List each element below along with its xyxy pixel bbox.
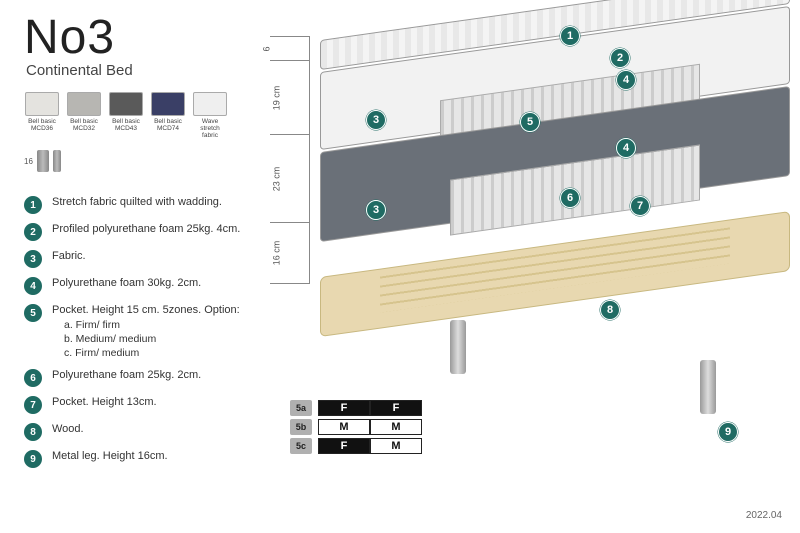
legend-number-badge: 2 <box>24 223 42 241</box>
diagram-callout: 9 <box>718 422 738 442</box>
legend-number-badge: 6 <box>24 369 42 387</box>
legend-item: 3 Fabric. <box>24 249 284 268</box>
fabric-swatch: Bell basicMCD43 <box>108 92 144 139</box>
legend-item: 8 Wood. <box>24 422 284 441</box>
legend-text: Fabric. <box>52 249 86 264</box>
swatch-label: Bell basicMCD36 <box>28 118 56 132</box>
fabric-swatch: Bell basicMCD32 <box>66 92 102 139</box>
product-type-subtitle: Continental Bed <box>26 62 133 79</box>
firmness-option-row: 5b MM <box>290 419 422 435</box>
firmness-cell-left: M <box>318 419 370 435</box>
legend-number-badge: 8 <box>24 423 42 441</box>
firmness-option-table: 5aFF5bMM5cFM <box>290 400 422 457</box>
legend-subitem: c. Firm/ medium <box>52 346 240 360</box>
diagram-callout: 2 <box>610 48 630 68</box>
diagram-callout: 4 <box>616 70 636 90</box>
dimension-label: 19 cm <box>271 85 281 110</box>
swatch-color <box>151 92 185 116</box>
firmness-cell-right: F <box>370 400 422 416</box>
legend-item: 2 Profiled polyurethane foam 25kg. 4cm. <box>24 222 284 241</box>
leg-option-swatch: 16 <box>24 150 61 172</box>
firmness-cell-left: F <box>318 438 370 454</box>
product-model-title: No3 <box>24 10 115 65</box>
diagram-callout: 7 <box>630 196 650 216</box>
legend-subitem: a. Firm/ firm <box>52 318 240 332</box>
diagram-callout: 1 <box>560 26 580 46</box>
swatch-color <box>67 92 101 116</box>
fabric-swatch-row: Bell basicMCD36 Bell basicMCD32 Bell basic… <box>24 92 228 139</box>
dimension-segment: 23 cm <box>270 134 310 222</box>
legend-subitem: b. Medium/ medium <box>52 332 240 346</box>
legend-text: Pocket. Height 13cm. <box>52 395 157 410</box>
firmness-cell-right: M <box>370 419 422 435</box>
firmness-code-badge: 5a <box>290 400 312 416</box>
legend-number-badge: 1 <box>24 196 42 214</box>
dimension-label: 23 cm <box>271 166 281 191</box>
legend-item: 7 Pocket. Height 13cm. <box>24 395 284 414</box>
firmness-cells: FM <box>318 438 422 454</box>
legend-item: 9 Metal leg. Height 16cm. <box>24 449 284 468</box>
legend-number-badge: 4 <box>24 277 42 295</box>
date-stamp: 2022.04 <box>746 510 782 521</box>
firmness-option-row: 5c FM <box>290 438 422 454</box>
legend-text: Polyurethane foam 25kg. 2cm. <box>52 368 201 383</box>
diagram-callout: 3 <box>366 200 386 220</box>
diagram-callout: 5 <box>520 112 540 132</box>
fabric-swatch: Bell basicMCD36 <box>24 92 60 139</box>
legend-item: 5 Pocket. Height 15 cm. 5zones. Option:a.… <box>24 303 284 360</box>
firmness-cell-left: F <box>318 400 370 416</box>
firmness-code-badge: 5c <box>290 438 312 454</box>
swatch-label: Wavestretch fabric <box>192 118 228 139</box>
fabric-swatch: Bell basicMCD74 <box>150 92 186 139</box>
legend-text: Profiled polyurethane foam 25kg. 4cm. <box>52 222 240 237</box>
dimension-label: 6 <box>262 46 272 51</box>
legend-item: 1 Stretch fabric quilted with wadding. <box>24 195 284 214</box>
legend-item: 6 Polyurethane foam 25kg. 2cm. <box>24 368 284 387</box>
leg-icon <box>37 150 49 172</box>
legend-text: Stretch fabric quilted with wadding. <box>52 195 222 210</box>
swatch-label: Bell basicMCD32 <box>70 118 98 132</box>
legend-number-badge: 3 <box>24 250 42 268</box>
swatch-color <box>25 92 59 116</box>
legend-number-badge: 7 <box>24 396 42 414</box>
legend-text: Wood. <box>52 422 84 437</box>
dimension-segment: 19 cm <box>270 60 310 134</box>
diagram-callout: 6 <box>560 188 580 208</box>
firmness-cells: FF <box>318 400 422 416</box>
firmness-cell-right: M <box>370 438 422 454</box>
legend-text: Pocket. Height 15 cm. 5zones. Option:a. … <box>52 303 240 360</box>
legend-text: Polyurethane foam 30kg. 2cm. <box>52 276 201 291</box>
swatch-color <box>193 92 227 116</box>
diagram-callout: 8 <box>600 300 620 320</box>
dimension-column: 6 19 cm 23 cm 16 cm <box>270 36 310 284</box>
component-legend: 1 Stretch fabric quilted with wadding. 2 Pr… <box>24 195 284 476</box>
legend-text: Metal leg. Height 16cm. <box>52 449 168 464</box>
fabric-swatch: Wavestretch fabric <box>192 92 228 139</box>
firmness-cells: MM <box>318 419 422 435</box>
diagram-callout: 3 <box>366 110 386 130</box>
firmness-option-row: 5a FF <box>290 400 422 416</box>
firmness-code-badge: 5b <box>290 419 312 435</box>
swatch-color <box>109 92 143 116</box>
metal-leg <box>450 320 466 374</box>
leg-icon <box>53 150 61 172</box>
legend-number-badge: 5 <box>24 304 42 322</box>
leg-height-label: 16 <box>24 157 33 166</box>
dimension-segment: 6 <box>270 36 310 60</box>
legend-number-badge: 9 <box>24 450 42 468</box>
diagram-callout: 4 <box>616 138 636 158</box>
metal-leg <box>700 360 716 414</box>
dimension-segment: 16 cm <box>270 222 310 284</box>
swatch-label: Bell basicMCD74 <box>154 118 182 132</box>
dimension-label: 16 cm <box>271 241 281 266</box>
legend-item: 4 Polyurethane foam 30kg. 2cm. <box>24 276 284 295</box>
swatch-label: Bell basicMCD43 <box>112 118 140 132</box>
